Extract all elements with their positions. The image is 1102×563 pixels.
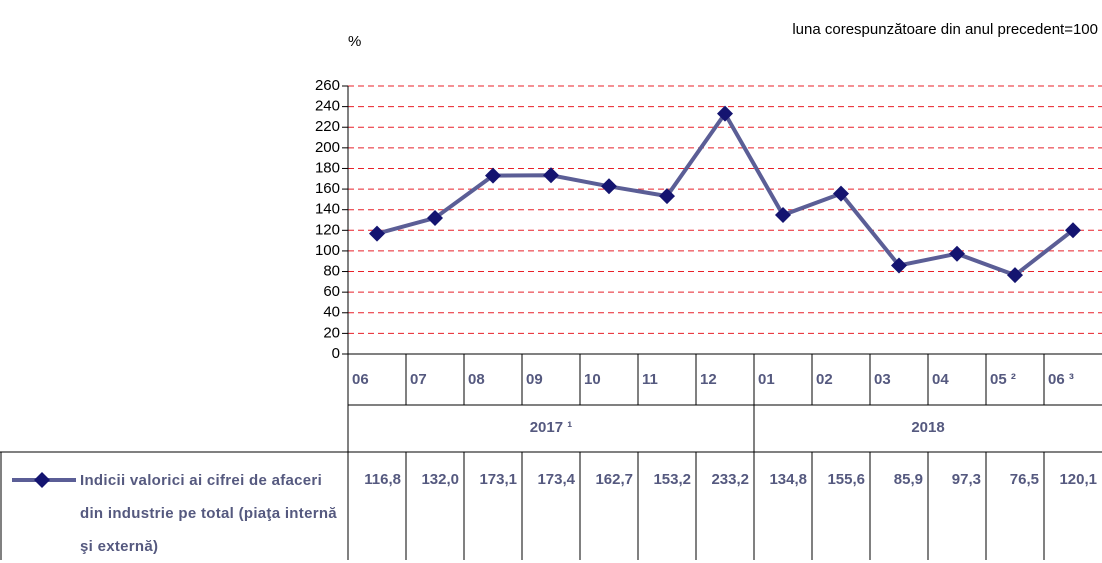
point bbox=[1007, 267, 1023, 284]
y-tick-label: 260 bbox=[315, 77, 340, 94]
value-label: 173,4 bbox=[537, 471, 575, 488]
subtitle: luna corespunzătoare din anul precedent=… bbox=[792, 21, 1098, 38]
point bbox=[775, 207, 791, 224]
x-tick-label: 04 bbox=[932, 371, 949, 388]
y-tick-label: 80 bbox=[323, 263, 340, 280]
x-tick-label: 05 ² bbox=[990, 371, 1016, 388]
y-tick-label: 180 bbox=[315, 159, 340, 176]
x-tick-label: 06 bbox=[352, 371, 369, 388]
y-tick-label: 120 bbox=[315, 221, 340, 238]
legend-label: Indicii valorici ai cifrei de afaceri di… bbox=[80, 472, 337, 555]
y-tick-label: 220 bbox=[315, 118, 340, 135]
value-label: 116,8 bbox=[364, 471, 401, 488]
group-label: 2017 ¹ bbox=[530, 419, 573, 436]
x-tick-label: 10 bbox=[584, 371, 601, 388]
value-label: 134,8 bbox=[769, 471, 807, 488]
value-label: 85,9 bbox=[894, 471, 923, 488]
y-tick-label: 200 bbox=[315, 139, 340, 156]
point bbox=[369, 225, 385, 242]
value-label: 120,1 bbox=[1059, 471, 1097, 488]
y-tick-label: 20 bbox=[323, 324, 340, 341]
x-tick-label: 01 bbox=[758, 371, 775, 388]
value-label: 155,6 bbox=[827, 471, 865, 488]
x-tick-label: 02 bbox=[816, 371, 833, 388]
value-label: 97,3 bbox=[952, 471, 981, 488]
y-tick-label: 0 bbox=[332, 345, 340, 362]
y-tick-label: 40 bbox=[323, 304, 340, 321]
point bbox=[949, 245, 965, 262]
x-tick-label: 03 bbox=[874, 371, 891, 388]
x-tick-label: 08 bbox=[468, 371, 485, 388]
value-label: 162,7 bbox=[595, 471, 633, 488]
value-label: 233,2 bbox=[711, 471, 749, 488]
point bbox=[659, 188, 675, 205]
value-label: 132,0 bbox=[421, 471, 459, 488]
group-label: 2018 bbox=[911, 419, 944, 436]
point bbox=[485, 167, 501, 184]
value-label: 76,5 bbox=[1010, 471, 1039, 488]
y-tick-label: 140 bbox=[315, 201, 340, 218]
point bbox=[601, 178, 617, 195]
point bbox=[543, 167, 559, 184]
y-axis-label: % bbox=[348, 33, 361, 50]
x-tick-label: 07 bbox=[410, 371, 427, 388]
point bbox=[717, 105, 733, 122]
y-tick-label: 160 bbox=[315, 180, 340, 197]
point bbox=[833, 185, 849, 202]
x-tick-label: 09 bbox=[526, 371, 543, 388]
y-tick-label: 240 bbox=[315, 98, 340, 115]
x-tick-label: 06 ³ bbox=[1048, 371, 1074, 388]
point bbox=[1065, 222, 1081, 239]
y-tick-label: 100 bbox=[315, 242, 340, 259]
x-tick-label: 11 bbox=[642, 371, 658, 388]
y-tick-label: 60 bbox=[323, 283, 340, 300]
value-label: 173,1 bbox=[479, 471, 517, 488]
legend-marker bbox=[34, 472, 50, 488]
point bbox=[891, 257, 907, 274]
value-label: 153,2 bbox=[653, 471, 691, 488]
x-tick-label: 12 bbox=[700, 371, 717, 388]
point bbox=[427, 209, 443, 226]
